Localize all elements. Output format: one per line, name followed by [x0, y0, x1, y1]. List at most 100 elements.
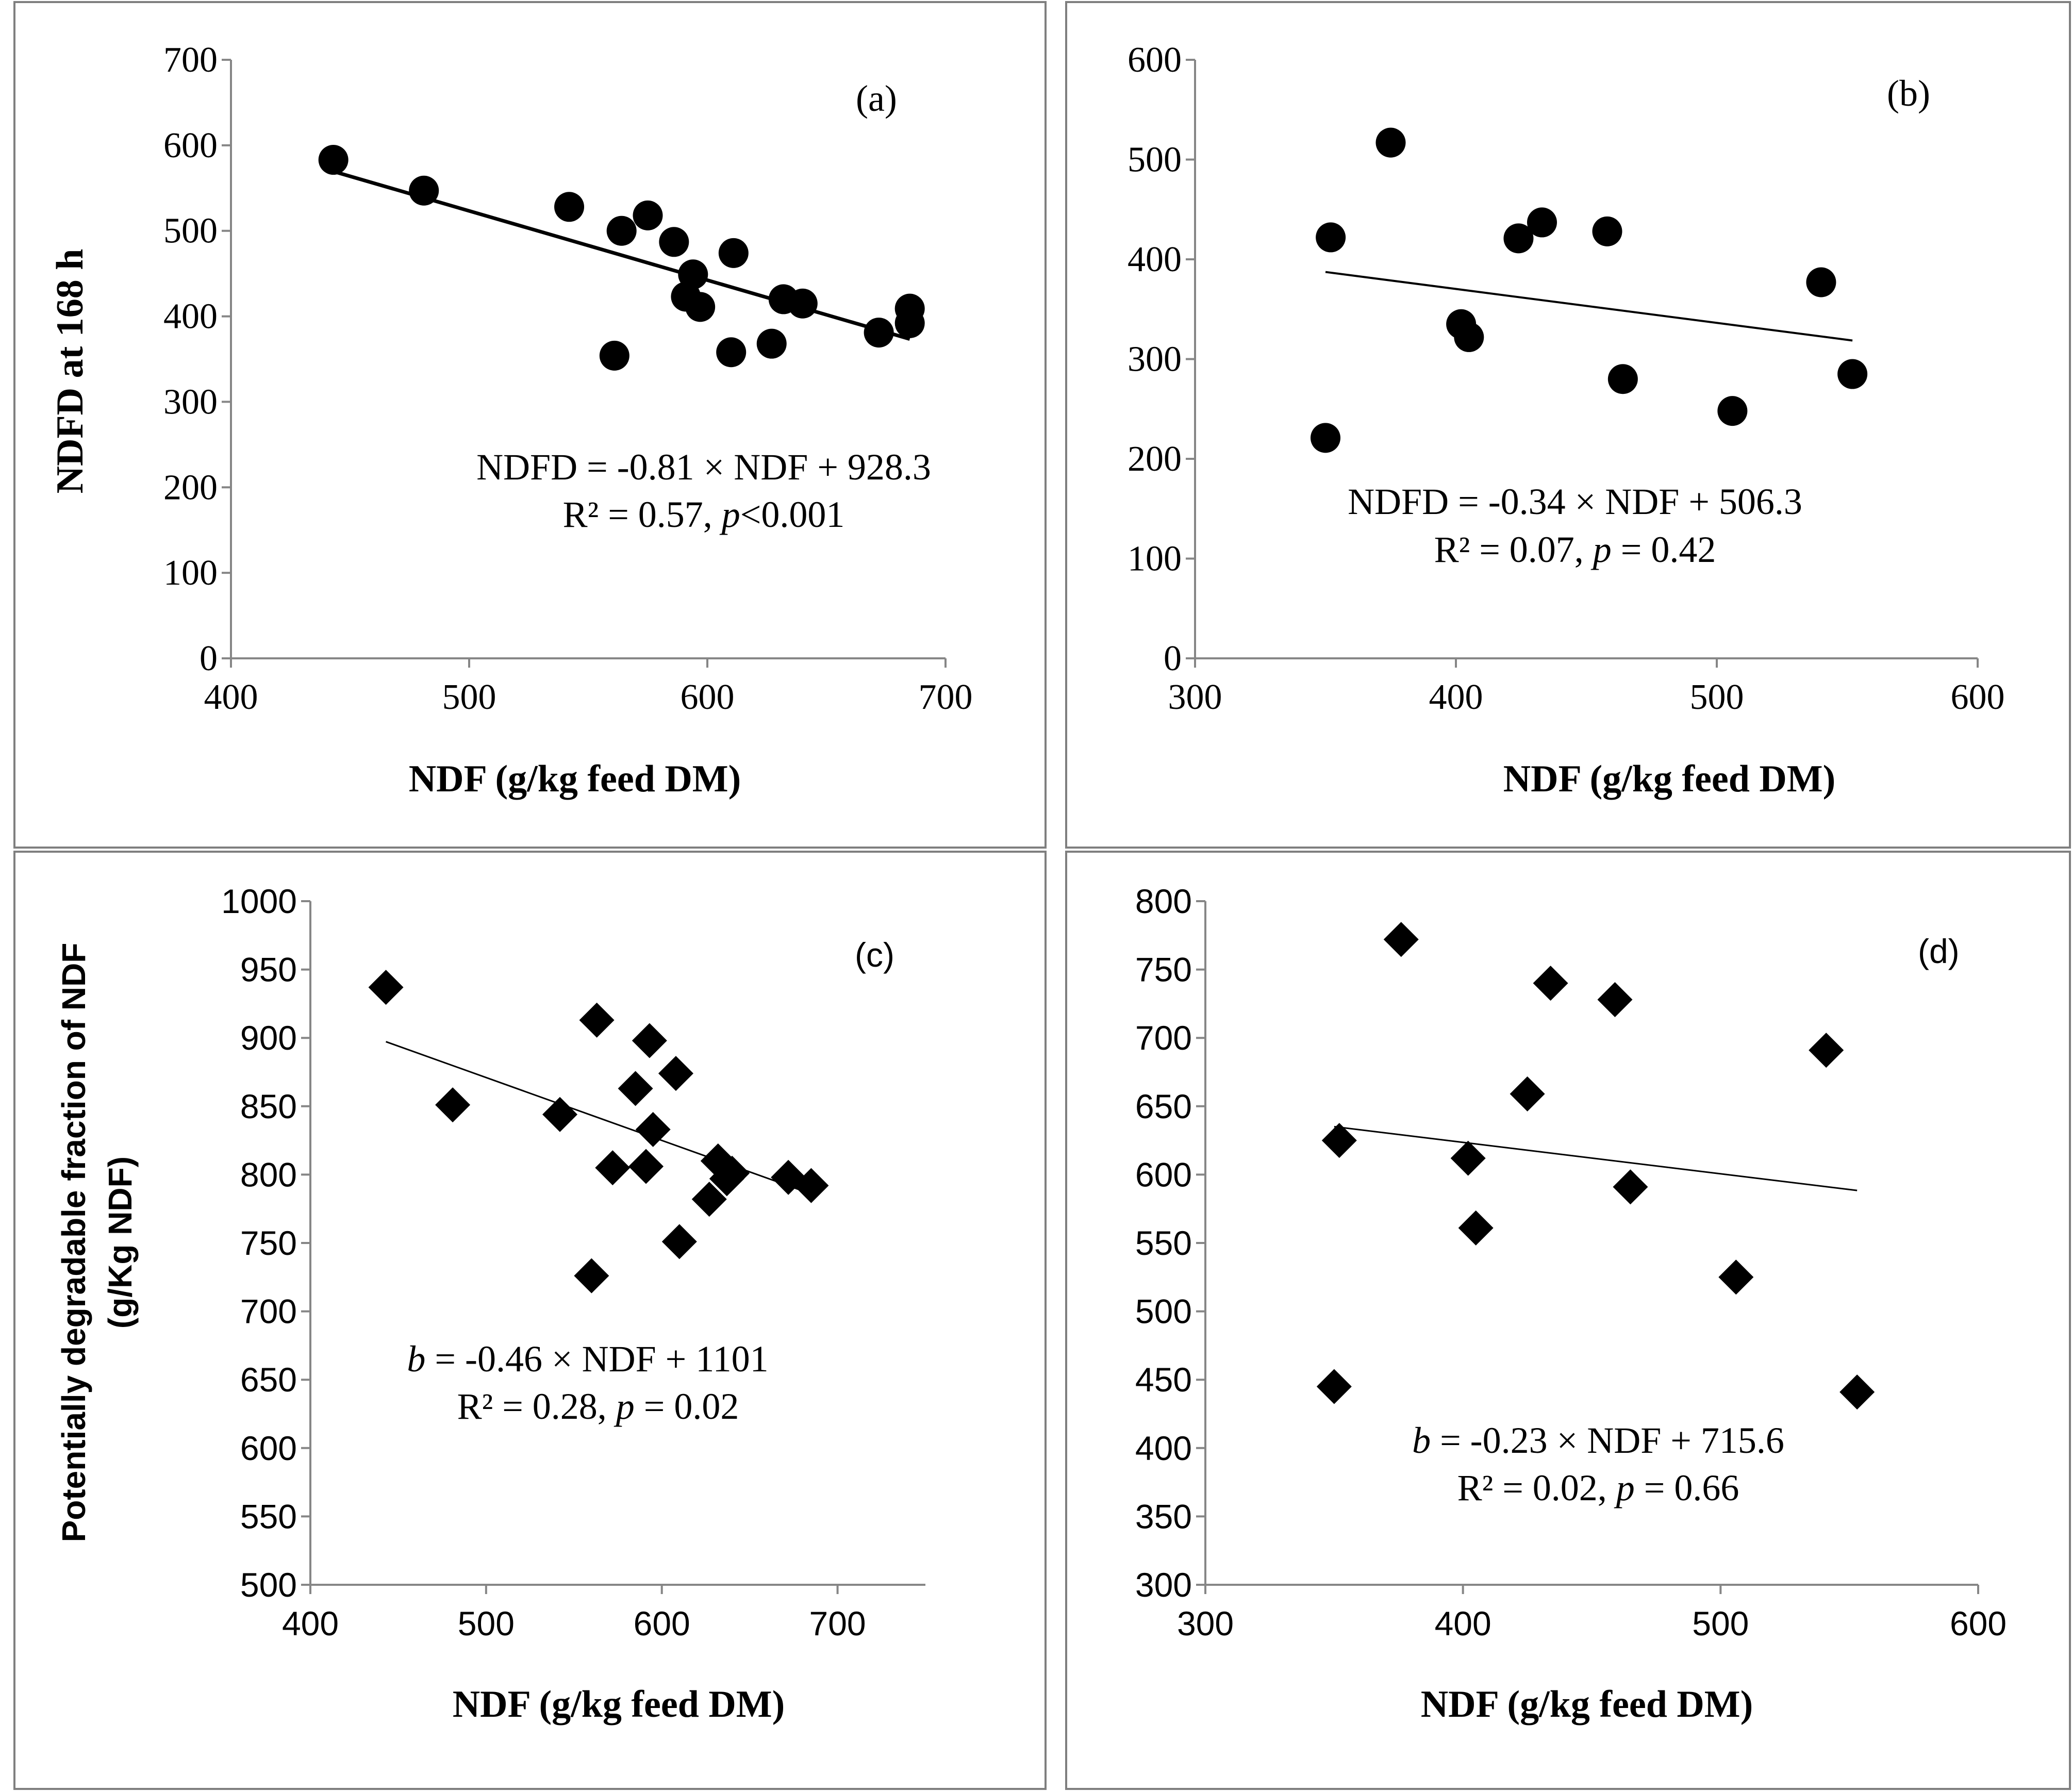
- panel-c-data-point: [595, 1150, 631, 1186]
- panel-d-equation-b: b: [1412, 1420, 1431, 1461]
- panel-b-data-point: [1375, 127, 1406, 158]
- panel-d-data-point: [1718, 1259, 1754, 1295]
- panel-c-data-point: [632, 1023, 667, 1058]
- panel-a-data-point: [716, 337, 747, 368]
- panel-c-data-point: [542, 1097, 578, 1132]
- panel-d-data-point: [1510, 1076, 1545, 1112]
- panel-b-data-point: [1607, 364, 1638, 394]
- panel-b-data-point: [1454, 322, 1484, 352]
- panel-a-y-tick-label: 400: [163, 297, 218, 337]
- panel-a-data-point: [756, 328, 787, 359]
- panel-b-data-point: [1837, 359, 1868, 389]
- panel-a-label: (a): [856, 78, 897, 119]
- panel-c-y-tick-label: 1000: [221, 882, 297, 920]
- panel-b-stats-r2: R² = 0.07,: [1434, 529, 1593, 570]
- panel-c-label: (c): [855, 936, 894, 974]
- panel-c-x-tick-label: 700: [809, 1604, 866, 1643]
- panel-a-x-tick-label: 400: [204, 677, 258, 717]
- panel-d-y-tick-label: 650: [1135, 1087, 1192, 1125]
- panel-b-trendline: [1325, 271, 1853, 342]
- panel-d-data-point: [1450, 1140, 1486, 1176]
- panel-d-equation-rest: = -0.23 × NDF + 715.6: [1431, 1420, 1784, 1461]
- panel-a-data-point: [606, 215, 637, 246]
- panel-a-stats-pval: <0.001: [740, 494, 845, 535]
- panel-d-y-tick-label: 450: [1135, 1361, 1192, 1399]
- panel-c-equation-rest: = -0.46 × NDF + 1101: [425, 1338, 768, 1380]
- panel-b-equation: NDFD = -0.34 × NDF + 506.3: [1348, 481, 1802, 522]
- panel-b-data-point: [1311, 423, 1340, 453]
- panel-d-y-tick-label: 750: [1135, 951, 1192, 989]
- panel-a-data-point: [409, 175, 439, 206]
- panel-b-data-point: [1503, 223, 1534, 254]
- panel-a-data-point: [554, 192, 585, 222]
- panel-c-y-axis-title-units: (g/Kg NDF): [102, 1156, 139, 1329]
- panel-d-y-tick-label: 500: [1135, 1292, 1192, 1331]
- panel-d-frame: [1065, 851, 2071, 1790]
- panel-d-stats-p: p: [1614, 1467, 1635, 1508]
- panel-a-data-point: [787, 288, 818, 319]
- panel-a-equation: NDFD = -0.81 × NDF + 928.3: [476, 446, 931, 488]
- panel-b-x-tick-label: 400: [1429, 677, 1483, 717]
- panel-b-label: (b): [1887, 73, 1930, 114]
- panel-c-equation: b = -0.46 × NDF + 1101: [407, 1338, 768, 1380]
- panel-d-marks: [1316, 922, 1875, 1410]
- panel-c-data-point: [435, 1087, 471, 1123]
- panel-a-data-point: [894, 308, 925, 338]
- panel-c-data-point: [618, 1071, 653, 1106]
- panel-a-stats-p: p: [719, 494, 740, 535]
- panel-c-data-point: [658, 1056, 693, 1091]
- panel-b-x-tick-label: 600: [1951, 677, 2005, 717]
- panel-c-data-point: [793, 1168, 829, 1203]
- panel-c-equation-b: b: [407, 1338, 425, 1380]
- panel-a-x-tick-label: 600: [681, 677, 735, 717]
- panel-c-y-tick-label: 600: [240, 1429, 297, 1467]
- panel-c-stats-pval: = 0.02: [635, 1386, 739, 1427]
- panel-c-data-point: [715, 1155, 750, 1191]
- panel-c-data-point: [574, 1258, 609, 1294]
- panel-b: 0 100 200 300 400 500 600 300 400 500 600 (b) NDF …: [1065, 1, 2071, 849]
- panel-a-axes: 0 100 200 300 400 500 600 700 400 500 600 700: [163, 40, 973, 717]
- panel-d-y-tick-label: 550: [1135, 1224, 1192, 1262]
- panel-a-x-tick-label: 700: [919, 677, 973, 717]
- panel-a-data-point: [633, 200, 663, 230]
- panel-a-data-point: [659, 227, 689, 257]
- panel-a-y-axis-title: NDFD at 168 h: [49, 249, 91, 494]
- panel-c-y-tick-label: 650: [240, 1361, 297, 1399]
- panel-a-y-tick-label: 100: [163, 553, 218, 593]
- panel-c-y-tick-label: 900: [240, 1019, 297, 1057]
- panel-a-x-axis-title: NDF (g/kg feed DM): [409, 758, 741, 800]
- panel-a: 0 100 200 300 400 500 600 700 400 500 600 700 (a) N…: [13, 1, 1047, 849]
- panel-c-data-point: [368, 970, 404, 1005]
- panel-a-data-point: [718, 238, 749, 268]
- panel-a-data-point: [678, 259, 708, 290]
- panel-d-y-tick-label: 300: [1135, 1566, 1192, 1604]
- panel-a-y-tick-label: 200: [163, 468, 218, 507]
- panel-c-stats: R² = 0.28, p = 0.02: [457, 1386, 739, 1427]
- panel-a-y-tick-label: 300: [163, 382, 218, 422]
- panel-c-y-tick-label: 700: [240, 1292, 297, 1331]
- panel-c-y-axis-title: Potentially degradable fraction of NDF: [55, 943, 92, 1543]
- panel-c-data-point: [691, 1182, 727, 1217]
- panel-d-y-tick-label: 800: [1135, 882, 1192, 920]
- panel-a-data-point: [864, 318, 894, 348]
- panel-b-y-tick-label: 300: [1128, 340, 1182, 379]
- panel-a-data-point: [599, 340, 629, 371]
- panel-c-data-point: [661, 1224, 697, 1259]
- panel-b-x-tick-label: 500: [1690, 677, 1744, 717]
- panel-b-y-tick-label: 200: [1128, 439, 1182, 479]
- panel-d-y-tick-label: 600: [1135, 1155, 1192, 1193]
- panel-a-marks: [318, 145, 925, 371]
- panel-b-data-point: [1527, 207, 1557, 238]
- panel-d-axes: 300 350 400 450 500 550 600 650 700 750 800 300 400 5…: [1135, 882, 2007, 1643]
- panel-d-data-point: [1383, 922, 1419, 957]
- panel-d-x-tick-label: 300: [1177, 1604, 1234, 1643]
- panel-a-y-tick-label: 500: [163, 211, 218, 251]
- panel-b-y-tick-label: 600: [1128, 40, 1182, 80]
- panel-d-y-tick-label: 700: [1135, 1019, 1192, 1057]
- panel-d: 300 350 400 450 500 550 600 650 700 750 800 300 400 5…: [1065, 851, 2071, 1790]
- panel-c-x-tick-label: 500: [458, 1604, 515, 1643]
- panel-b-data-point: [1592, 216, 1622, 246]
- panel-c-x-tick-label: 600: [634, 1604, 690, 1643]
- panel-c-data-point: [579, 1002, 615, 1038]
